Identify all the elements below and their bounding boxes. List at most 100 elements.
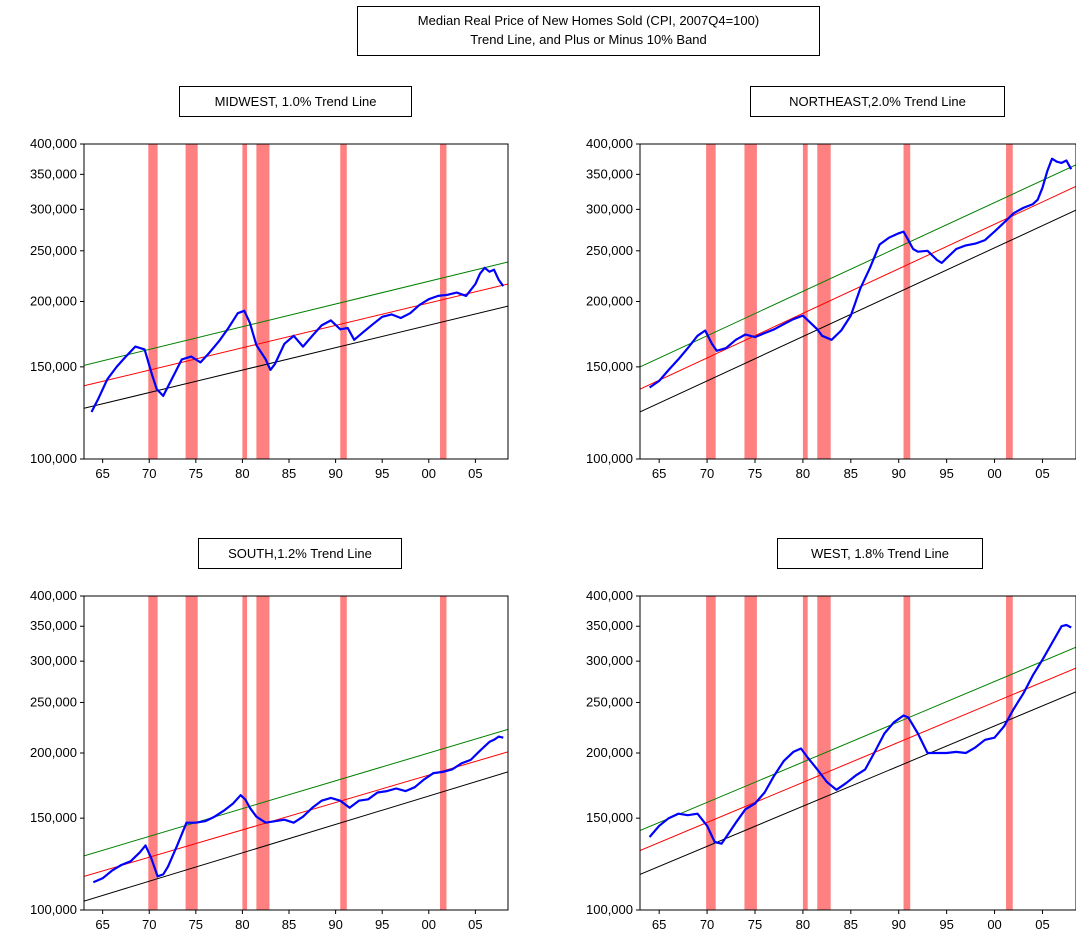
plot-area [640, 144, 1076, 459]
x-tick-label: 65 [95, 466, 109, 481]
recession-band [242, 144, 248, 459]
x-tick-label: 90 [328, 917, 342, 932]
upper-band-line [84, 728, 508, 857]
recession-band [903, 596, 911, 910]
chart-midwest: 100,000 150,000 200,000 250,000 300,000 350,0… [30, 136, 509, 481]
recession-band [256, 144, 270, 459]
recession-band [439, 144, 447, 459]
x-tick-label: 80 [235, 917, 249, 932]
y-tick-label: 300,000 [586, 653, 633, 668]
x-tick-label: 75 [189, 917, 203, 932]
lower-band-line [84, 305, 508, 409]
y-tick-label: 250,000 [586, 694, 633, 709]
plot-area [84, 596, 508, 910]
figure-title-line-1: Median Real Price of New Homes Sold (CPI… [417, 13, 760, 28]
trend-line [640, 667, 1076, 852]
y-tick-label: 250,000 [30, 243, 77, 258]
x-tick-label: 95 [939, 466, 953, 481]
upper-band-line [84, 261, 508, 366]
x-tick-label: 80 [796, 917, 810, 932]
x-tick-label: 90 [328, 466, 342, 481]
x-tick-label: 95 [939, 917, 953, 932]
y-tick-label: 100,000 [586, 451, 633, 466]
recession-band [817, 144, 831, 459]
upper-band-line [640, 646, 1076, 832]
figure-title-line-2: Trend Line, and Plus or Minus 10% Band [470, 32, 707, 47]
y-tick-label: 400,000 [30, 588, 77, 603]
y-tick-label: 150,000 [586, 359, 633, 374]
recession-band [242, 596, 248, 910]
y-tick-label: 300,000 [586, 201, 633, 216]
recession-band [185, 144, 198, 459]
x-tick-label: 75 [748, 917, 762, 932]
x-tick-label: 70 [700, 917, 714, 932]
y-tick-label: 400,000 [30, 136, 77, 151]
recession-band [802, 144, 808, 459]
actual-price-line [90, 266, 505, 413]
actual-price-line [648, 157, 1073, 389]
y-tick-label: 150,000 [30, 359, 77, 374]
recession-band [706, 144, 716, 459]
y-tick-label: 150,000 [586, 810, 633, 825]
recession-band [340, 144, 347, 459]
plot-area [640, 596, 1076, 910]
x-tick-label: 70 [142, 466, 156, 481]
x-tick-label: 90 [891, 917, 905, 932]
y-tick-label: 250,000 [30, 694, 77, 709]
y-tick-label: 350,000 [30, 166, 77, 181]
x-tick-label: 85 [282, 917, 296, 932]
x-tick-label: 90 [891, 466, 905, 481]
x-tick-label: 65 [652, 466, 666, 481]
x-tick-label: 05 [1035, 466, 1049, 481]
x-tick-label: 05 [468, 917, 482, 932]
x-tick-label: 65 [652, 917, 666, 932]
chart-south: 100,000 150,000 200,000 250,000 300,000 350,0… [30, 588, 509, 932]
lower-band-line [640, 691, 1076, 875]
x-tick-label: 95 [375, 917, 389, 932]
y-tick-label: 100,000 [30, 902, 77, 917]
x-tick-label: 85 [844, 917, 858, 932]
chart-west: 100,000 150,000 200,000 250,000 300,000 350,0… [586, 588, 1076, 932]
plot-area [84, 144, 508, 459]
y-tick-label: 350,000 [30, 618, 77, 633]
y-tick-label: 250,000 [586, 243, 633, 258]
actual-price-line [92, 735, 504, 884]
panel-title-northeast: NORTHEAST,2.0% Trend Line [750, 86, 1005, 117]
lower-band-line [84, 771, 508, 902]
actual-price-line [648, 623, 1072, 845]
y-tick-label: 300,000 [30, 201, 77, 216]
recession-band [148, 144, 158, 459]
y-tick-label: 200,000 [30, 294, 77, 309]
recession-band [148, 596, 158, 910]
x-tick-label: 80 [235, 466, 249, 481]
x-tick-label: 75 [748, 466, 762, 481]
chart-northeast: 100,000 150,000 200,000 250,000 300,000 350,0… [586, 136, 1076, 481]
recession-band [439, 596, 447, 910]
y-tick-label: 350,000 [586, 166, 633, 181]
x-tick-label: 65 [95, 917, 109, 932]
recession-band [1006, 144, 1013, 459]
recession-band [1006, 596, 1013, 910]
y-tick-label: 150,000 [30, 810, 77, 825]
x-tick-label: 70 [700, 466, 714, 481]
recession-band [744, 144, 757, 459]
x-tick-label: 05 [468, 466, 482, 481]
recession-band [706, 596, 716, 910]
recession-band [903, 144, 911, 459]
panel-title-south: SOUTH,1.2% Trend Line [198, 538, 402, 569]
upper-band-line [640, 164, 1076, 368]
recession-band [256, 596, 270, 910]
x-tick-label: 75 [189, 466, 203, 481]
panel-title-west: WEST, 1.8% Trend Line [777, 538, 983, 569]
y-tick-label: 200,000 [30, 745, 77, 760]
y-tick-label: 350,000 [586, 618, 633, 633]
y-tick-label: 400,000 [586, 136, 633, 151]
recession-band [744, 596, 757, 910]
trend-line [84, 283, 508, 387]
y-tick-label: 300,000 [30, 653, 77, 668]
x-tick-label: 70 [142, 917, 156, 932]
y-tick-label: 200,000 [586, 294, 633, 309]
x-tick-label: 95 [375, 466, 389, 481]
x-tick-label: 00 [422, 466, 436, 481]
